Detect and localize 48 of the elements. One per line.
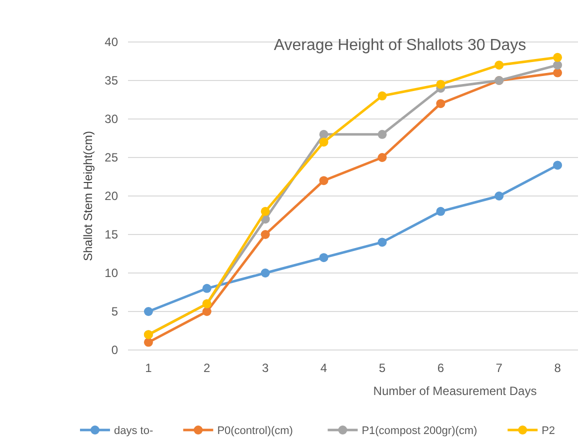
point [319,176,328,186]
x-tick-label: 2 [204,361,211,375]
x-tick-label: 1 [145,361,152,375]
legend-label: P2 [542,425,556,437]
chart-title: Average Height of Shallots 30 Days [274,37,526,54]
y-tick-label: 5 [111,304,118,318]
y-tick-label: 0 [111,343,118,357]
point [319,138,328,147]
x-tick-label: 7 [496,361,503,375]
point [553,160,562,170]
point [378,238,387,247]
y-tick-label: 15 [104,228,118,242]
y-tick-label: 35 [104,74,118,88]
point [436,206,446,216]
y-tick-label: 40 [104,35,118,49]
point [553,60,562,70]
point [436,99,446,108]
point [319,253,328,262]
legend-label: P1(compost 200gr)(cm) [362,425,478,437]
y-tick-label: 10 [104,266,118,280]
point [260,230,270,239]
point [494,60,504,70]
x-tick-label: 6 [437,361,444,375]
y-tick-label: 30 [104,112,118,126]
x-axis-title: Number of Measurement Days [373,384,537,398]
point [553,52,562,62]
y-tick-label: 25 [104,150,118,164]
x-tick-label: 8 [554,361,562,375]
point [202,307,212,316]
point [378,91,387,100]
point [378,153,387,162]
x-tick-label: 5 [378,361,386,375]
point [144,307,153,316]
y-axis-title: Shallot Stem Height(cm) [81,130,95,262]
point [319,130,328,139]
y-tick-label: 20 [104,189,118,203]
point [202,284,212,293]
point [553,68,562,78]
x-tick-label: 4 [320,361,328,375]
point [436,80,446,89]
legend-label: days to- [114,425,154,437]
legend-label: P0(control)(cm) [217,425,293,437]
point [260,206,270,216]
point [260,268,270,278]
point [144,338,153,347]
point [378,130,387,139]
point [494,192,504,200]
x-tick-label: 3 [262,361,269,375]
